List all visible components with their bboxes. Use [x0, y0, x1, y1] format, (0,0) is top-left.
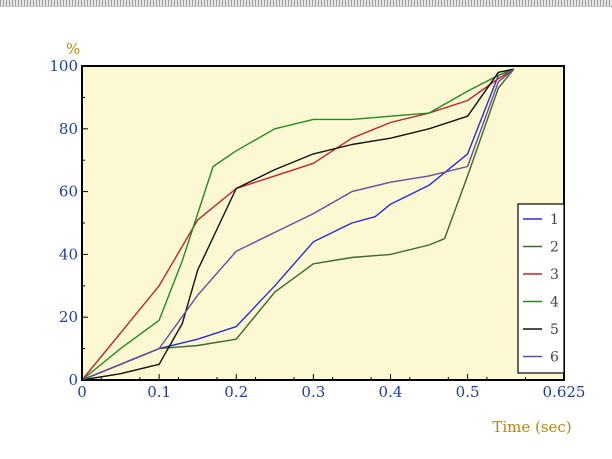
y-axis-ticks: 0 20 40 60 80 100	[49, 57, 88, 389]
y-tick-label: 40	[59, 245, 78, 263]
y-tick-label: 20	[59, 308, 78, 326]
plot-area	[81, 65, 565, 381]
legend-box	[517, 203, 565, 374]
y-tick-label: 80	[59, 120, 78, 138]
x-tick-label: 0.4	[379, 383, 403, 401]
x-tick-label: 0.625	[543, 383, 586, 401]
x-tick-label: 0	[77, 383, 87, 401]
legend-label-1: 1	[550, 212, 559, 228]
series-2-line	[81, 68, 515, 381]
series-4-line	[81, 68, 515, 381]
x-tick-label: 0.5	[456, 383, 480, 401]
series-6-line	[81, 68, 515, 381]
legend-label-2: 2	[550, 240, 559, 256]
series-1-line	[81, 68, 515, 381]
legend-label-3: 3	[550, 267, 559, 283]
x-axis-ticks: 0 0.1 0.2 0.3 0.4 0.5 0.625	[77, 374, 585, 401]
x-tick-label: 0.3	[301, 383, 325, 401]
x-axis-label: Time (sec)	[492, 418, 571, 436]
series-layer	[81, 68, 515, 381]
window-top-border	[0, 0, 612, 7]
y-axis-label: %	[66, 40, 80, 58]
x-tick-label: 0.2	[224, 383, 248, 401]
legend-label-6: 6	[550, 350, 559, 366]
series-3-line	[81, 68, 515, 381]
y-tick-label: 60	[59, 183, 78, 201]
legend-label-5: 5	[550, 322, 559, 338]
series-5-line	[81, 68, 515, 381]
y-tick-label: 100	[49, 57, 78, 75]
x-tick-label: 0.1	[147, 383, 171, 401]
legend-label-4: 4	[550, 295, 559, 311]
y-tick-label: 0	[68, 371, 78, 389]
legend: 1 2 3 4 5 6	[517, 203, 565, 374]
